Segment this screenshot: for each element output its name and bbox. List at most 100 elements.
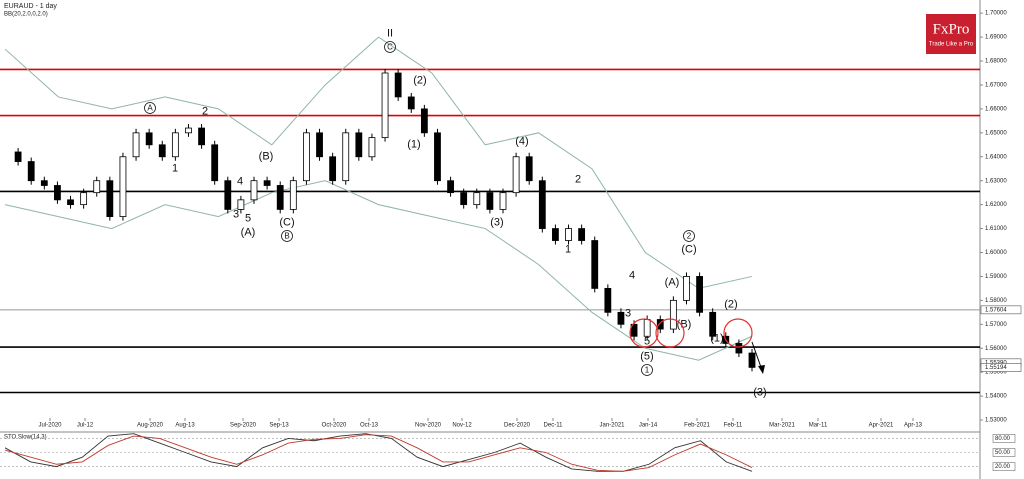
x-tick-label: Apr-13 <box>904 423 923 429</box>
y-tick-label: 1.66000 <box>985 106 1007 112</box>
candle-body <box>538 180 546 229</box>
osc-line <box>4 434 753 472</box>
wave-label: 3 <box>625 307 631 319</box>
candle-body <box>696 276 703 313</box>
wave-label: (5) <box>640 350 653 362</box>
candle-body <box>368 137 376 158</box>
price-label-box <box>980 363 1022 372</box>
x-tick-label: Mar-2021 <box>769 423 795 429</box>
wave-circle <box>641 364 653 376</box>
wave-label: 1 <box>172 162 178 174</box>
x-tick-label: Dec-2020 <box>504 423 531 429</box>
candle-body <box>342 132 350 182</box>
candle-body <box>355 132 363 158</box>
wave-label: A <box>147 104 153 113</box>
candle-body <box>263 180 271 186</box>
osc-line <box>4 433 753 472</box>
highlight-circle <box>723 318 753 348</box>
indicator-label: BB(20,2.0,0,2.0) <box>4 12 48 18</box>
x-tick-label: Apr-2021 <box>869 423 894 429</box>
y-tick-label: 1.60000 <box>985 250 1007 256</box>
highlight-circle <box>655 318 685 348</box>
candle-body <box>40 180 48 186</box>
candle-body <box>67 199 74 206</box>
wave-label: (3) <box>490 216 503 228</box>
candle-body <box>656 319 664 330</box>
candle-body <box>171 132 179 158</box>
osc-tick-label: 20.00 <box>995 464 1011 470</box>
price-label-box <box>980 305 1022 315</box>
bollinger-band <box>4 180 753 361</box>
x-tick-label: Oct-13 <box>360 423 379 429</box>
y-tick-label: 1.63000 <box>985 178 1007 184</box>
wave-label: (A) <box>241 226 256 238</box>
wave-label: 3 <box>233 208 239 220</box>
candle-body <box>381 72 389 139</box>
candle-body <box>237 199 245 210</box>
osc-tick-box <box>992 448 1016 457</box>
y-tick-label: 1.59000 <box>985 274 1007 280</box>
price-label: 1.55194 <box>985 365 1007 371</box>
candle-body <box>27 161 35 182</box>
candle-body <box>525 156 533 182</box>
wave-label: 5 <box>245 212 251 224</box>
wave-label: (B) <box>677 318 692 330</box>
wave-label: (2) <box>413 74 426 86</box>
x-tick-label: Nov-2020 <box>415 423 442 429</box>
candle-body <box>106 180 114 217</box>
wave-label: (C) <box>681 243 696 255</box>
wave-label: (2) <box>724 298 737 310</box>
wave-label: 5 <box>644 335 650 347</box>
x-tick-label: Mar-11 <box>809 423 828 429</box>
candle-body <box>748 352 756 368</box>
wave-label: 2 <box>575 173 581 185</box>
osc-tick-box <box>992 434 1016 443</box>
candle-body <box>158 144 166 158</box>
candle-body <box>669 299 677 330</box>
arrow-head <box>758 365 765 374</box>
candle-body <box>473 192 481 206</box>
wave-label: (B) <box>259 150 274 162</box>
candle-body <box>224 180 232 210</box>
wave-label: (4) <box>515 135 528 147</box>
y-tick-label: 1.62000 <box>985 202 1007 208</box>
y-tick-label: 1.54000 <box>985 394 1007 400</box>
candle-body <box>709 311 717 337</box>
candle-body <box>316 132 323 158</box>
candle-body <box>420 108 428 134</box>
candle-body <box>552 228 559 241</box>
candle-body <box>145 132 153 146</box>
y-tick-label: 1.68000 <box>985 59 1007 65</box>
projection-arrow <box>751 341 763 371</box>
y-tick-label: 1.56000 <box>985 346 1007 352</box>
wave-label: 1 <box>645 366 650 375</box>
wave-label: 1 <box>565 243 571 255</box>
x-tick-label: Jan-14 <box>639 423 658 429</box>
osc-tick-label: 80.00 <box>995 436 1011 442</box>
x-tick-label: Nov-12 <box>452 423 472 429</box>
candle-body <box>276 185 284 210</box>
candle-body <box>119 156 127 217</box>
candle-body <box>683 276 690 301</box>
candle-body <box>250 180 258 201</box>
logo-box <box>926 14 976 54</box>
wave-circle <box>384 41 396 53</box>
candle-body <box>407 96 415 110</box>
logo-brand: FxPro <box>933 21 970 37</box>
y-tick-label: 1.57000 <box>985 322 1007 328</box>
chart-title: EURAUD - 1 day <box>4 3 57 10</box>
candle-body <box>447 180 454 194</box>
candle-body <box>54 185 61 201</box>
y-tick-label: 1.67000 <box>985 83 1007 89</box>
y-tick-label: 1.61000 <box>985 226 1007 232</box>
candle-body <box>735 343 743 354</box>
candle-body <box>643 319 651 337</box>
osc-tick-label: 50.00 <box>995 450 1011 456</box>
candle-body <box>329 156 337 182</box>
candle-body <box>604 287 612 313</box>
osc-tick-box <box>992 462 1016 471</box>
y-tick-label: 1.65000 <box>985 130 1007 136</box>
wave-label: (1) <box>710 332 723 344</box>
